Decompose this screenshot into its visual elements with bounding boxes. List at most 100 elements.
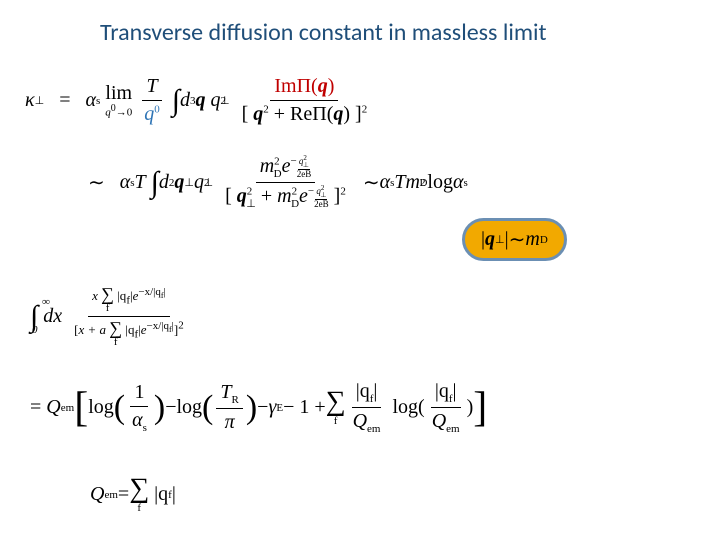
def-int: ∫∞0 [30, 300, 38, 334]
equation-qem-def: Qem = ∑f |qf| [90, 475, 176, 514]
m1b: − 1 + [283, 396, 326, 419]
d: d [180, 89, 190, 112]
q-perp: ⊥ [220, 94, 230, 107]
equation-approx: ∼ αsT ∫ d2q⊥ q2⊥ m2De−q2⊥2eB [ q2⊥ + m2D… [88, 155, 468, 210]
md2s: 2 [292, 185, 298, 197]
a2: α [120, 171, 131, 194]
int2: ∫ [151, 166, 159, 200]
mrD: D [419, 177, 427, 189]
pow2: 2 [362, 103, 368, 115]
lb: [ [242, 103, 254, 125]
sum-f: ∑f [326, 388, 346, 427]
hq: q [485, 228, 495, 251]
qd2: 2 [247, 185, 253, 197]
perp-sub: ⊥ [35, 94, 45, 107]
integral-sign: ∫ [172, 84, 180, 118]
pl2: + [256, 185, 277, 207]
b2: | [164, 286, 166, 298]
sf2: f [114, 337, 118, 348]
ed2: 2eB [314, 200, 329, 209]
lim-operator: lim q0→0 [105, 82, 132, 119]
pow22: 2 [340, 185, 346, 197]
impi-fraction: ImΠ(q) [ q2 + ReΠ(q) ]2 [238, 75, 372, 126]
em5: em [104, 489, 117, 501]
sf: f [106, 303, 110, 314]
x-fraction: x ∑f |qf|e−x/|qf| [x + a ∑f |qf|e−x/|qf|… [70, 285, 188, 348]
kappa: κ [25, 89, 35, 112]
q-vec: q [195, 89, 205, 112]
rp1: ) [154, 389, 165, 427]
eden: 2eB [297, 170, 312, 179]
emd: em [367, 423, 380, 435]
sum5: ∑f [129, 475, 149, 514]
log2: log [176, 396, 202, 419]
z: 0 [32, 324, 38, 336]
q-arg: q [318, 75, 328, 97]
mx2: −x/|q [147, 320, 169, 332]
q-den2: q [253, 103, 263, 125]
Im: Im [274, 75, 296, 97]
qf-over-qem: |qf| Qem [349, 380, 385, 435]
alpha-s-sub: s [96, 95, 100, 107]
big-fraction: m2De−q2⊥2eB [ q2⊥ + m2De−q2⊥2eB ]2 [221, 155, 350, 210]
lb2: [ [225, 185, 237, 207]
qv2: q [194, 171, 204, 194]
Q: Q [46, 396, 60, 419]
m2a: − [257, 396, 268, 419]
eq5: = [118, 483, 129, 506]
highlight-qperp-mD: |q⊥| ∼ mD [462, 218, 567, 261]
dx: dx [43, 305, 62, 328]
xpa: x + a [78, 322, 109, 337]
equation-integral-x: ∫∞0 dx x ∑f |qf|e−x/|qf| [x + a ∑f |qf|e… [30, 285, 191, 348]
pi2: Π( [312, 103, 333, 125]
b6: | [453, 380, 457, 402]
q-den: q [144, 103, 154, 125]
T2: T [135, 171, 146, 194]
log3: log( [393, 396, 425, 419]
qp2perp: ⊥ [203, 176, 213, 189]
qf: |q [117, 288, 126, 303]
md2: m [277, 185, 291, 207]
Qd: Q [353, 410, 367, 432]
rp3: ) [467, 396, 474, 419]
TR: T [220, 381, 231, 403]
hD: D [540, 234, 548, 246]
sim2: ∼ [363, 170, 380, 195]
lp1: ( [114, 389, 125, 427]
rb: ) ] [343, 103, 361, 125]
b5: | [373, 380, 377, 402]
qf6: |q [154, 483, 168, 506]
mdD: D [291, 198, 299, 210]
Tr: T [394, 171, 405, 194]
las: s [463, 177, 467, 189]
alpha: α [85, 89, 96, 112]
Pi-close: ) [328, 75, 335, 97]
sim: ∼ [88, 170, 105, 195]
log: log [427, 171, 453, 194]
q0-sup: 0 [154, 103, 160, 115]
em: em [61, 402, 74, 414]
qa2: q [333, 103, 343, 125]
qf-over-qem-2: |qf| Qem [428, 380, 464, 435]
hm: m [525, 228, 539, 251]
Q5: Q [90, 483, 104, 506]
plus-re: + Re [269, 103, 313, 125]
mr: m [405, 171, 419, 194]
Pi-open: Π( [297, 75, 318, 97]
T-num: T [146, 75, 157, 97]
lim-arrow: →0 [116, 107, 133, 119]
qv: q [174, 171, 184, 194]
sf5: f [137, 503, 141, 514]
la: α [453, 171, 464, 194]
mD: D [274, 168, 282, 180]
qf4: |q [356, 380, 370, 402]
lim-text: lim [105, 82, 132, 105]
d2: d [159, 171, 169, 194]
a4: α [132, 409, 143, 431]
inf: ∞ [42, 296, 50, 308]
rp2: ) [246, 389, 257, 427]
x: x [92, 288, 101, 303]
pi: π [225, 411, 235, 433]
Es: E [276, 402, 283, 414]
rb4: ] [473, 384, 487, 432]
